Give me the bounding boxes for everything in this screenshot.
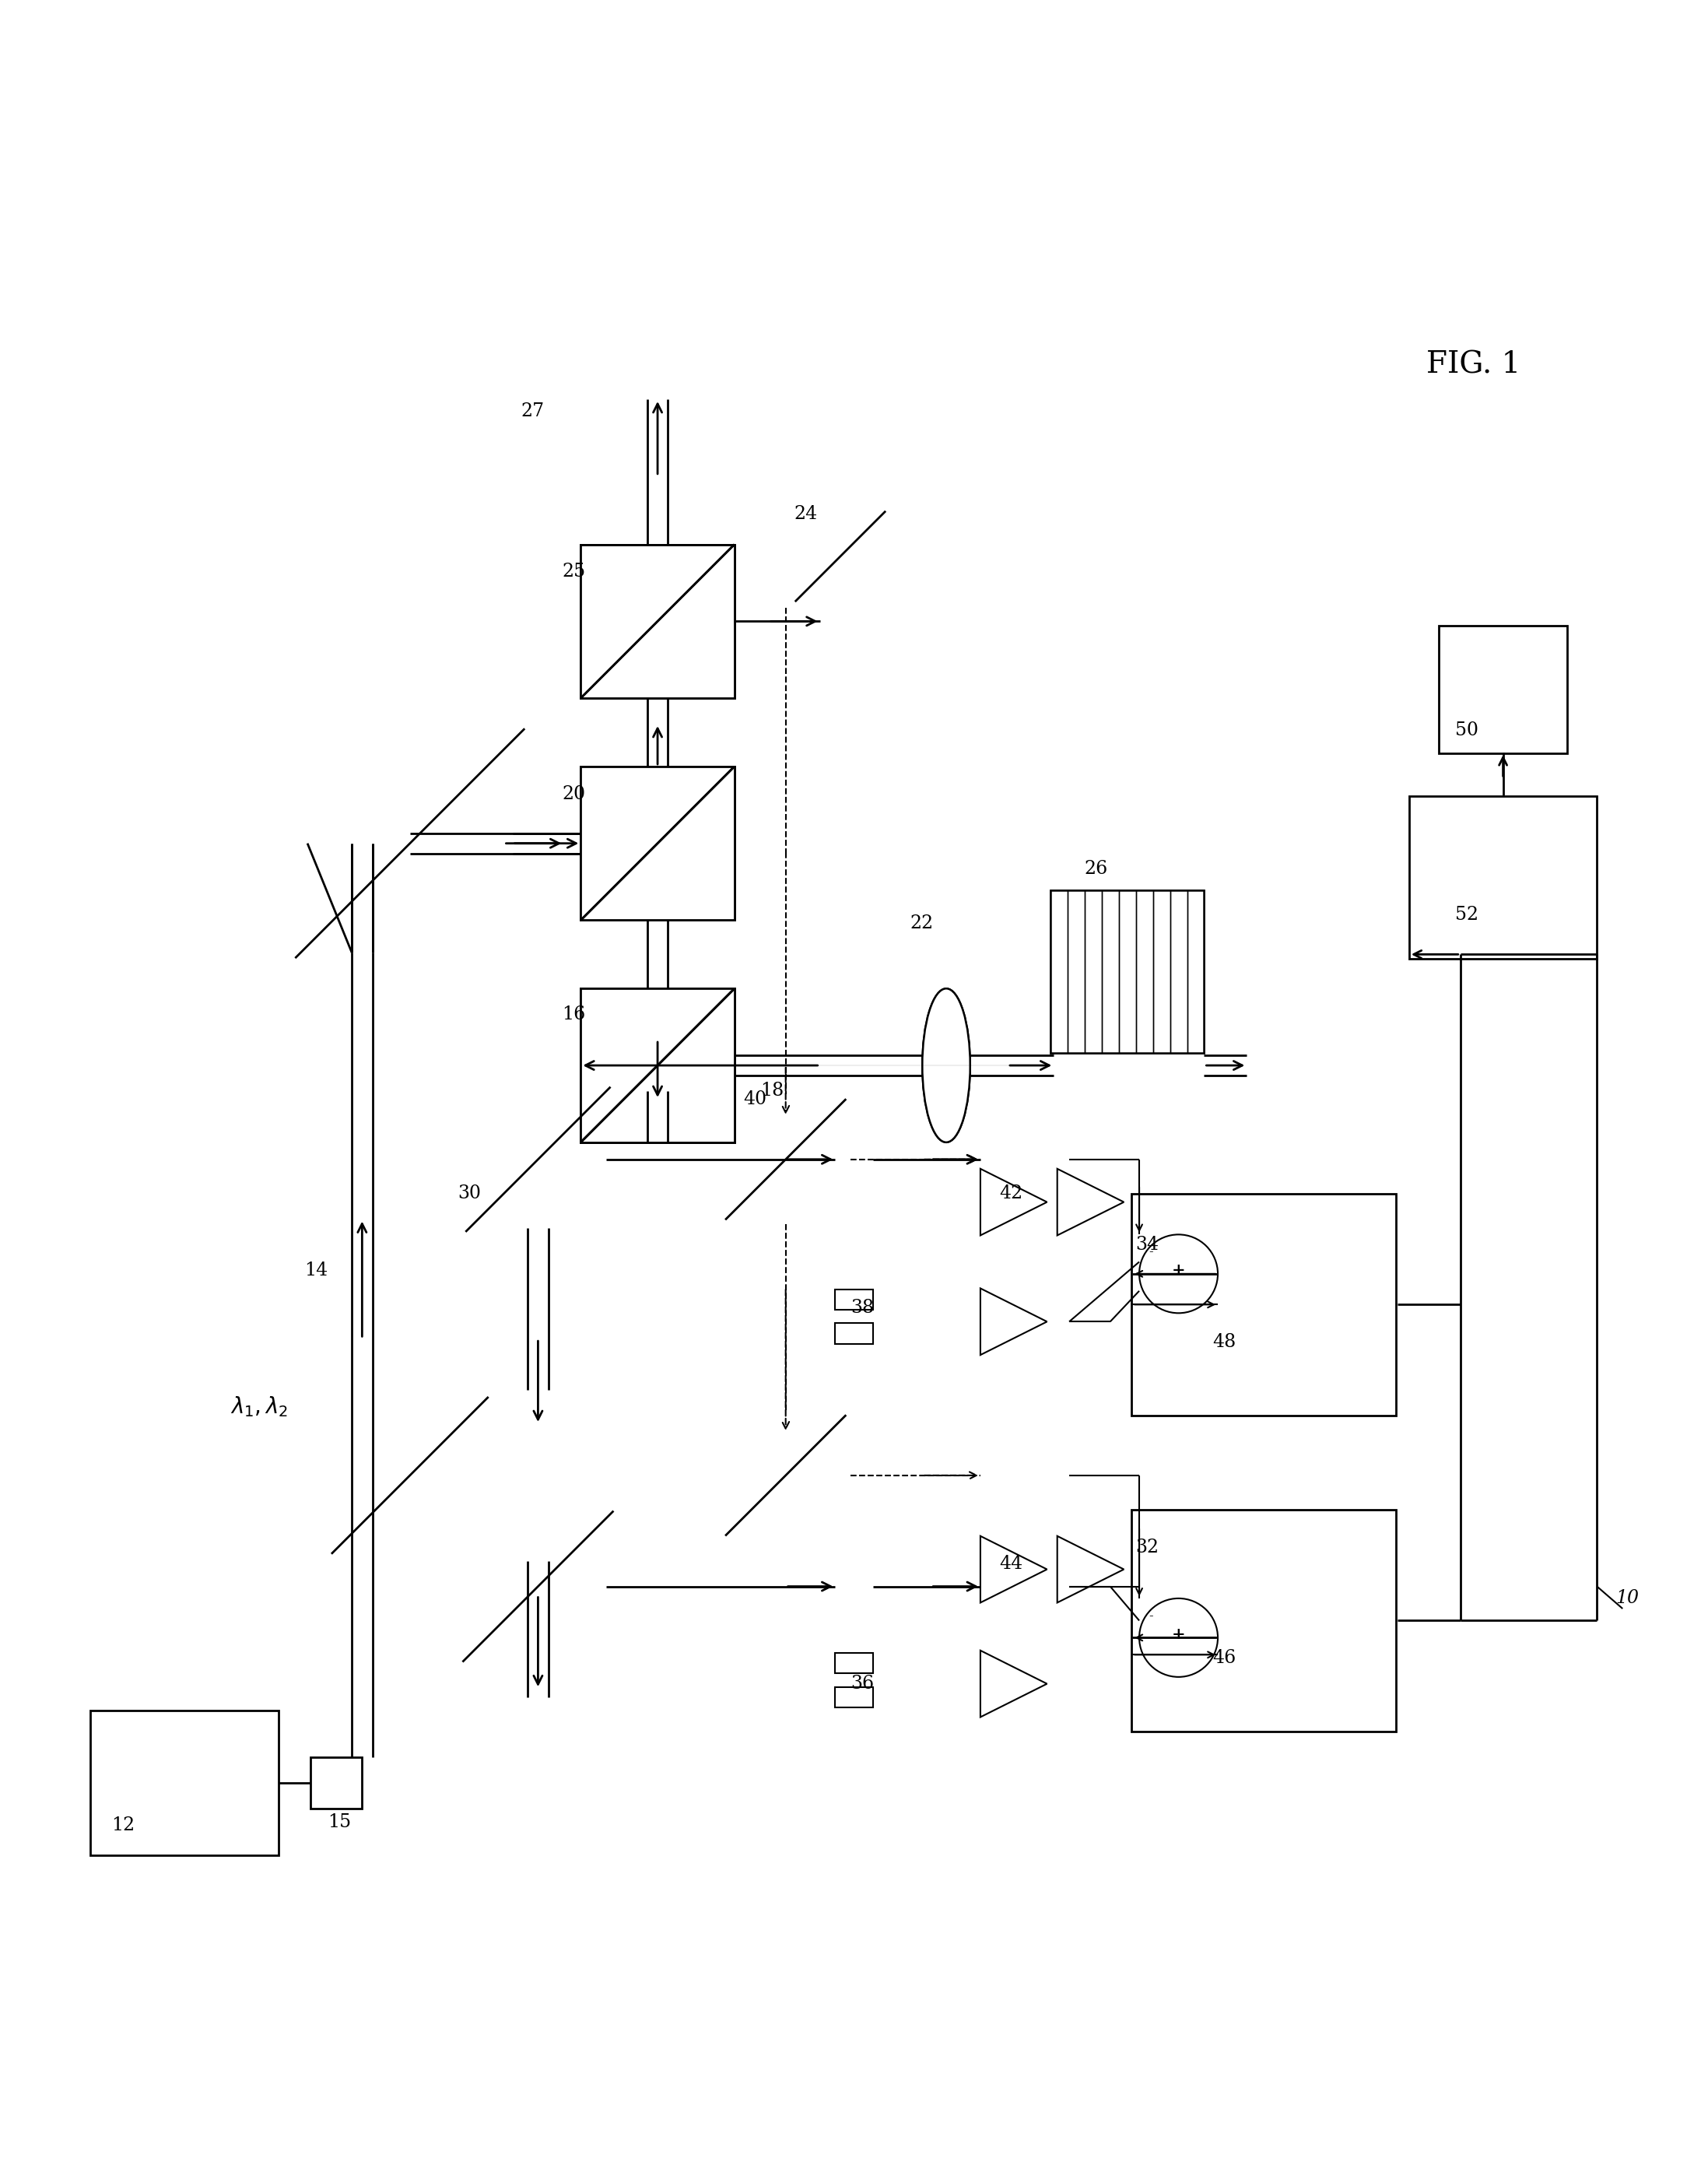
Text: 42: 42 [999,1184,1023,1202]
Text: 27: 27 [521,403,545,420]
Bar [311,1758,362,1808]
Bar [581,766,734,920]
Text: 32: 32 [1136,1537,1160,1557]
Text: 12: 12 [111,1816,135,1834]
Text: 46: 46 [1213,1650,1237,1667]
Bar [581,989,734,1143]
Ellipse shape [922,989,970,1143]
Text: 10: 10 [1616,1589,1640,1606]
Bar [1050,890,1204,1052]
Polygon shape [980,1169,1047,1236]
Bar [835,1654,873,1674]
Text: +: + [1172,1626,1185,1641]
Bar [1409,797,1597,959]
Text: $\lambda_1,\lambda_2$: $\lambda_1,\lambda_2$ [231,1394,289,1418]
Bar [91,1710,278,1855]
Bar [581,766,734,920]
Text: 16: 16 [562,1005,586,1024]
Bar [581,989,734,1143]
Text: 15: 15 [328,1814,352,1832]
Bar [835,1687,873,1708]
Text: +: + [1172,1262,1185,1277]
Text: 48: 48 [1213,1334,1237,1351]
Text: 24: 24 [794,504,818,522]
Bar [1050,890,1204,1052]
Polygon shape [980,1288,1047,1355]
Text: 22: 22 [910,914,934,933]
Bar [581,543,734,697]
Bar [581,543,734,697]
Bar [835,1288,873,1310]
Text: 44: 44 [999,1554,1023,1574]
Polygon shape [980,1650,1047,1717]
Bar [1131,1193,1397,1416]
Text: 14: 14 [304,1262,328,1280]
Circle shape [1139,1234,1218,1314]
Text: 36: 36 [851,1676,874,1693]
Text: FIG. 1: FIG. 1 [1426,351,1520,379]
Text: 20: 20 [562,786,586,803]
Text: 25: 25 [562,563,586,580]
Text: 34: 34 [1136,1236,1160,1254]
Text: 18: 18 [760,1082,784,1100]
Text: 38: 38 [851,1299,874,1316]
Text: -: - [1149,1609,1153,1622]
Text: 50: 50 [1455,721,1479,740]
Circle shape [1139,1598,1218,1678]
Text: 26: 26 [1085,860,1108,879]
Ellipse shape [922,989,970,1143]
Text: 30: 30 [458,1184,482,1202]
Polygon shape [1057,1535,1124,1602]
Polygon shape [1057,1169,1124,1236]
Bar [835,1323,873,1344]
Text: -: - [1149,1245,1153,1258]
Text: 52: 52 [1455,907,1479,924]
Text: 40: 40 [743,1091,767,1108]
Polygon shape [980,1535,1047,1602]
Bar [1131,1509,1397,1732]
Bar [1440,626,1568,753]
